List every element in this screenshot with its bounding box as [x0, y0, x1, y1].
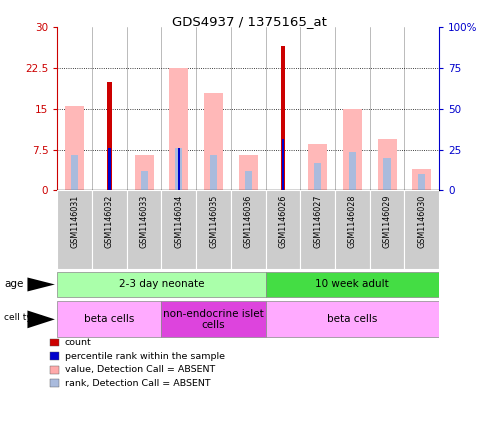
- Bar: [335, 190, 370, 269]
- Text: count: count: [65, 338, 92, 347]
- Bar: [383, 158, 391, 190]
- Bar: [239, 155, 258, 190]
- Bar: [65, 106, 84, 190]
- Bar: [300, 190, 335, 269]
- Bar: [404, 190, 439, 269]
- Bar: [169, 68, 189, 190]
- Bar: [349, 152, 356, 190]
- Bar: [418, 174, 425, 190]
- Bar: [314, 163, 321, 190]
- Bar: [265, 190, 300, 269]
- Text: GDS4937 / 1375165_at: GDS4937 / 1375165_at: [172, 15, 327, 28]
- Text: age: age: [4, 280, 23, 289]
- Bar: [196, 190, 231, 269]
- Bar: [370, 190, 404, 269]
- Bar: [135, 155, 154, 190]
- Text: GSM1146030: GSM1146030: [417, 194, 426, 247]
- Polygon shape: [27, 277, 55, 291]
- Bar: [108, 148, 111, 190]
- Bar: [282, 139, 284, 190]
- Bar: [412, 169, 431, 190]
- Bar: [265, 272, 439, 297]
- Bar: [308, 144, 327, 190]
- Bar: [92, 190, 127, 269]
- Bar: [280, 47, 285, 190]
- Text: percentile rank within the sample: percentile rank within the sample: [65, 352, 225, 361]
- Bar: [343, 109, 362, 190]
- Bar: [162, 190, 196, 269]
- Bar: [245, 171, 252, 190]
- Bar: [162, 302, 265, 337]
- Bar: [210, 155, 217, 190]
- Text: 10 week adult: 10 week adult: [315, 280, 389, 289]
- Text: GSM1146032: GSM1146032: [105, 194, 114, 247]
- Bar: [141, 171, 148, 190]
- Text: GSM1146034: GSM1146034: [174, 194, 183, 247]
- Text: 2-3 day neonate: 2-3 day neonate: [119, 280, 204, 289]
- Text: non-endocrine islet
cells: non-endocrine islet cells: [163, 308, 264, 330]
- Polygon shape: [27, 310, 55, 328]
- Bar: [71, 155, 78, 190]
- Text: GSM1146026: GSM1146026: [278, 194, 287, 247]
- Bar: [204, 93, 223, 190]
- Text: beta cells: beta cells: [84, 314, 135, 324]
- Bar: [265, 302, 439, 337]
- Text: GSM1146028: GSM1146028: [348, 194, 357, 247]
- Bar: [57, 272, 265, 297]
- Text: GSM1146035: GSM1146035: [209, 194, 218, 247]
- Text: GSM1146027: GSM1146027: [313, 194, 322, 248]
- Bar: [378, 139, 397, 190]
- Text: GSM1146029: GSM1146029: [383, 194, 392, 248]
- Bar: [127, 190, 162, 269]
- Text: value, Detection Call = ABSENT: value, Detection Call = ABSENT: [65, 365, 215, 374]
- Text: GSM1146033: GSM1146033: [140, 194, 149, 247]
- Bar: [107, 82, 112, 190]
- Text: GSM1146031: GSM1146031: [70, 194, 79, 247]
- Text: cell type: cell type: [4, 313, 43, 322]
- Bar: [231, 190, 265, 269]
- Text: beta cells: beta cells: [327, 314, 378, 324]
- Bar: [57, 190, 92, 269]
- Text: rank, Detection Call = ABSENT: rank, Detection Call = ABSENT: [65, 379, 211, 388]
- Bar: [178, 148, 180, 190]
- Text: GSM1146036: GSM1146036: [244, 194, 253, 247]
- Bar: [175, 148, 183, 190]
- Bar: [57, 302, 162, 337]
